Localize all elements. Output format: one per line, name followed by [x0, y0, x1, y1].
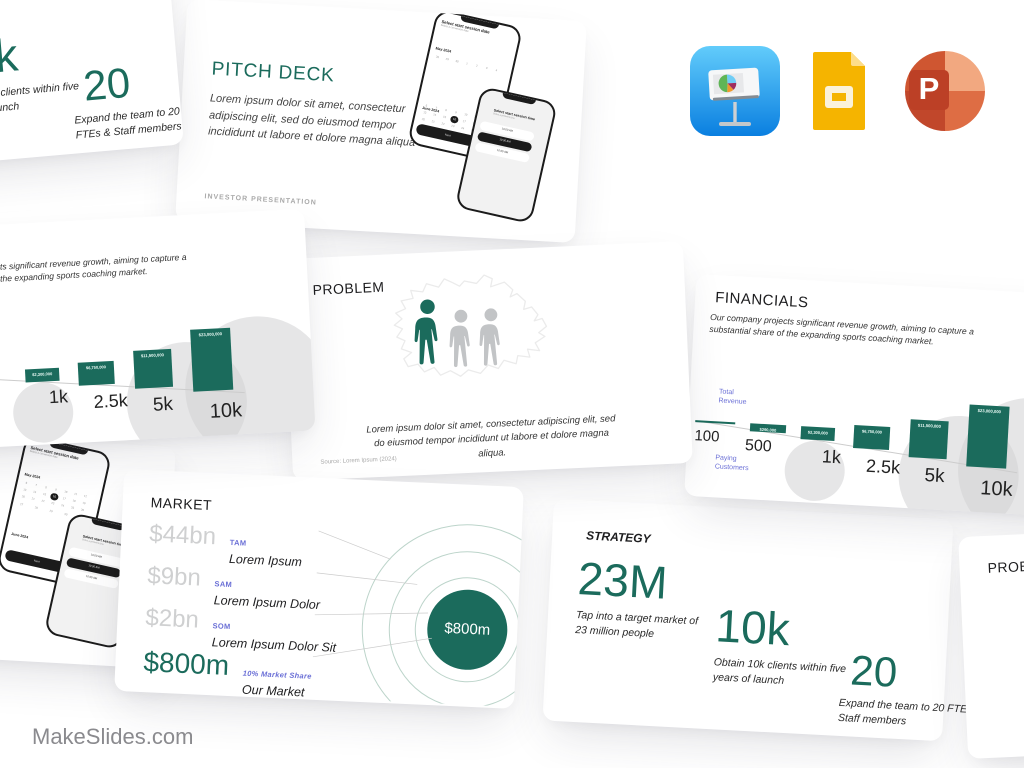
- svg-text:P: P: [919, 71, 940, 106]
- svg-text:$800m: $800m: [444, 620, 491, 639]
